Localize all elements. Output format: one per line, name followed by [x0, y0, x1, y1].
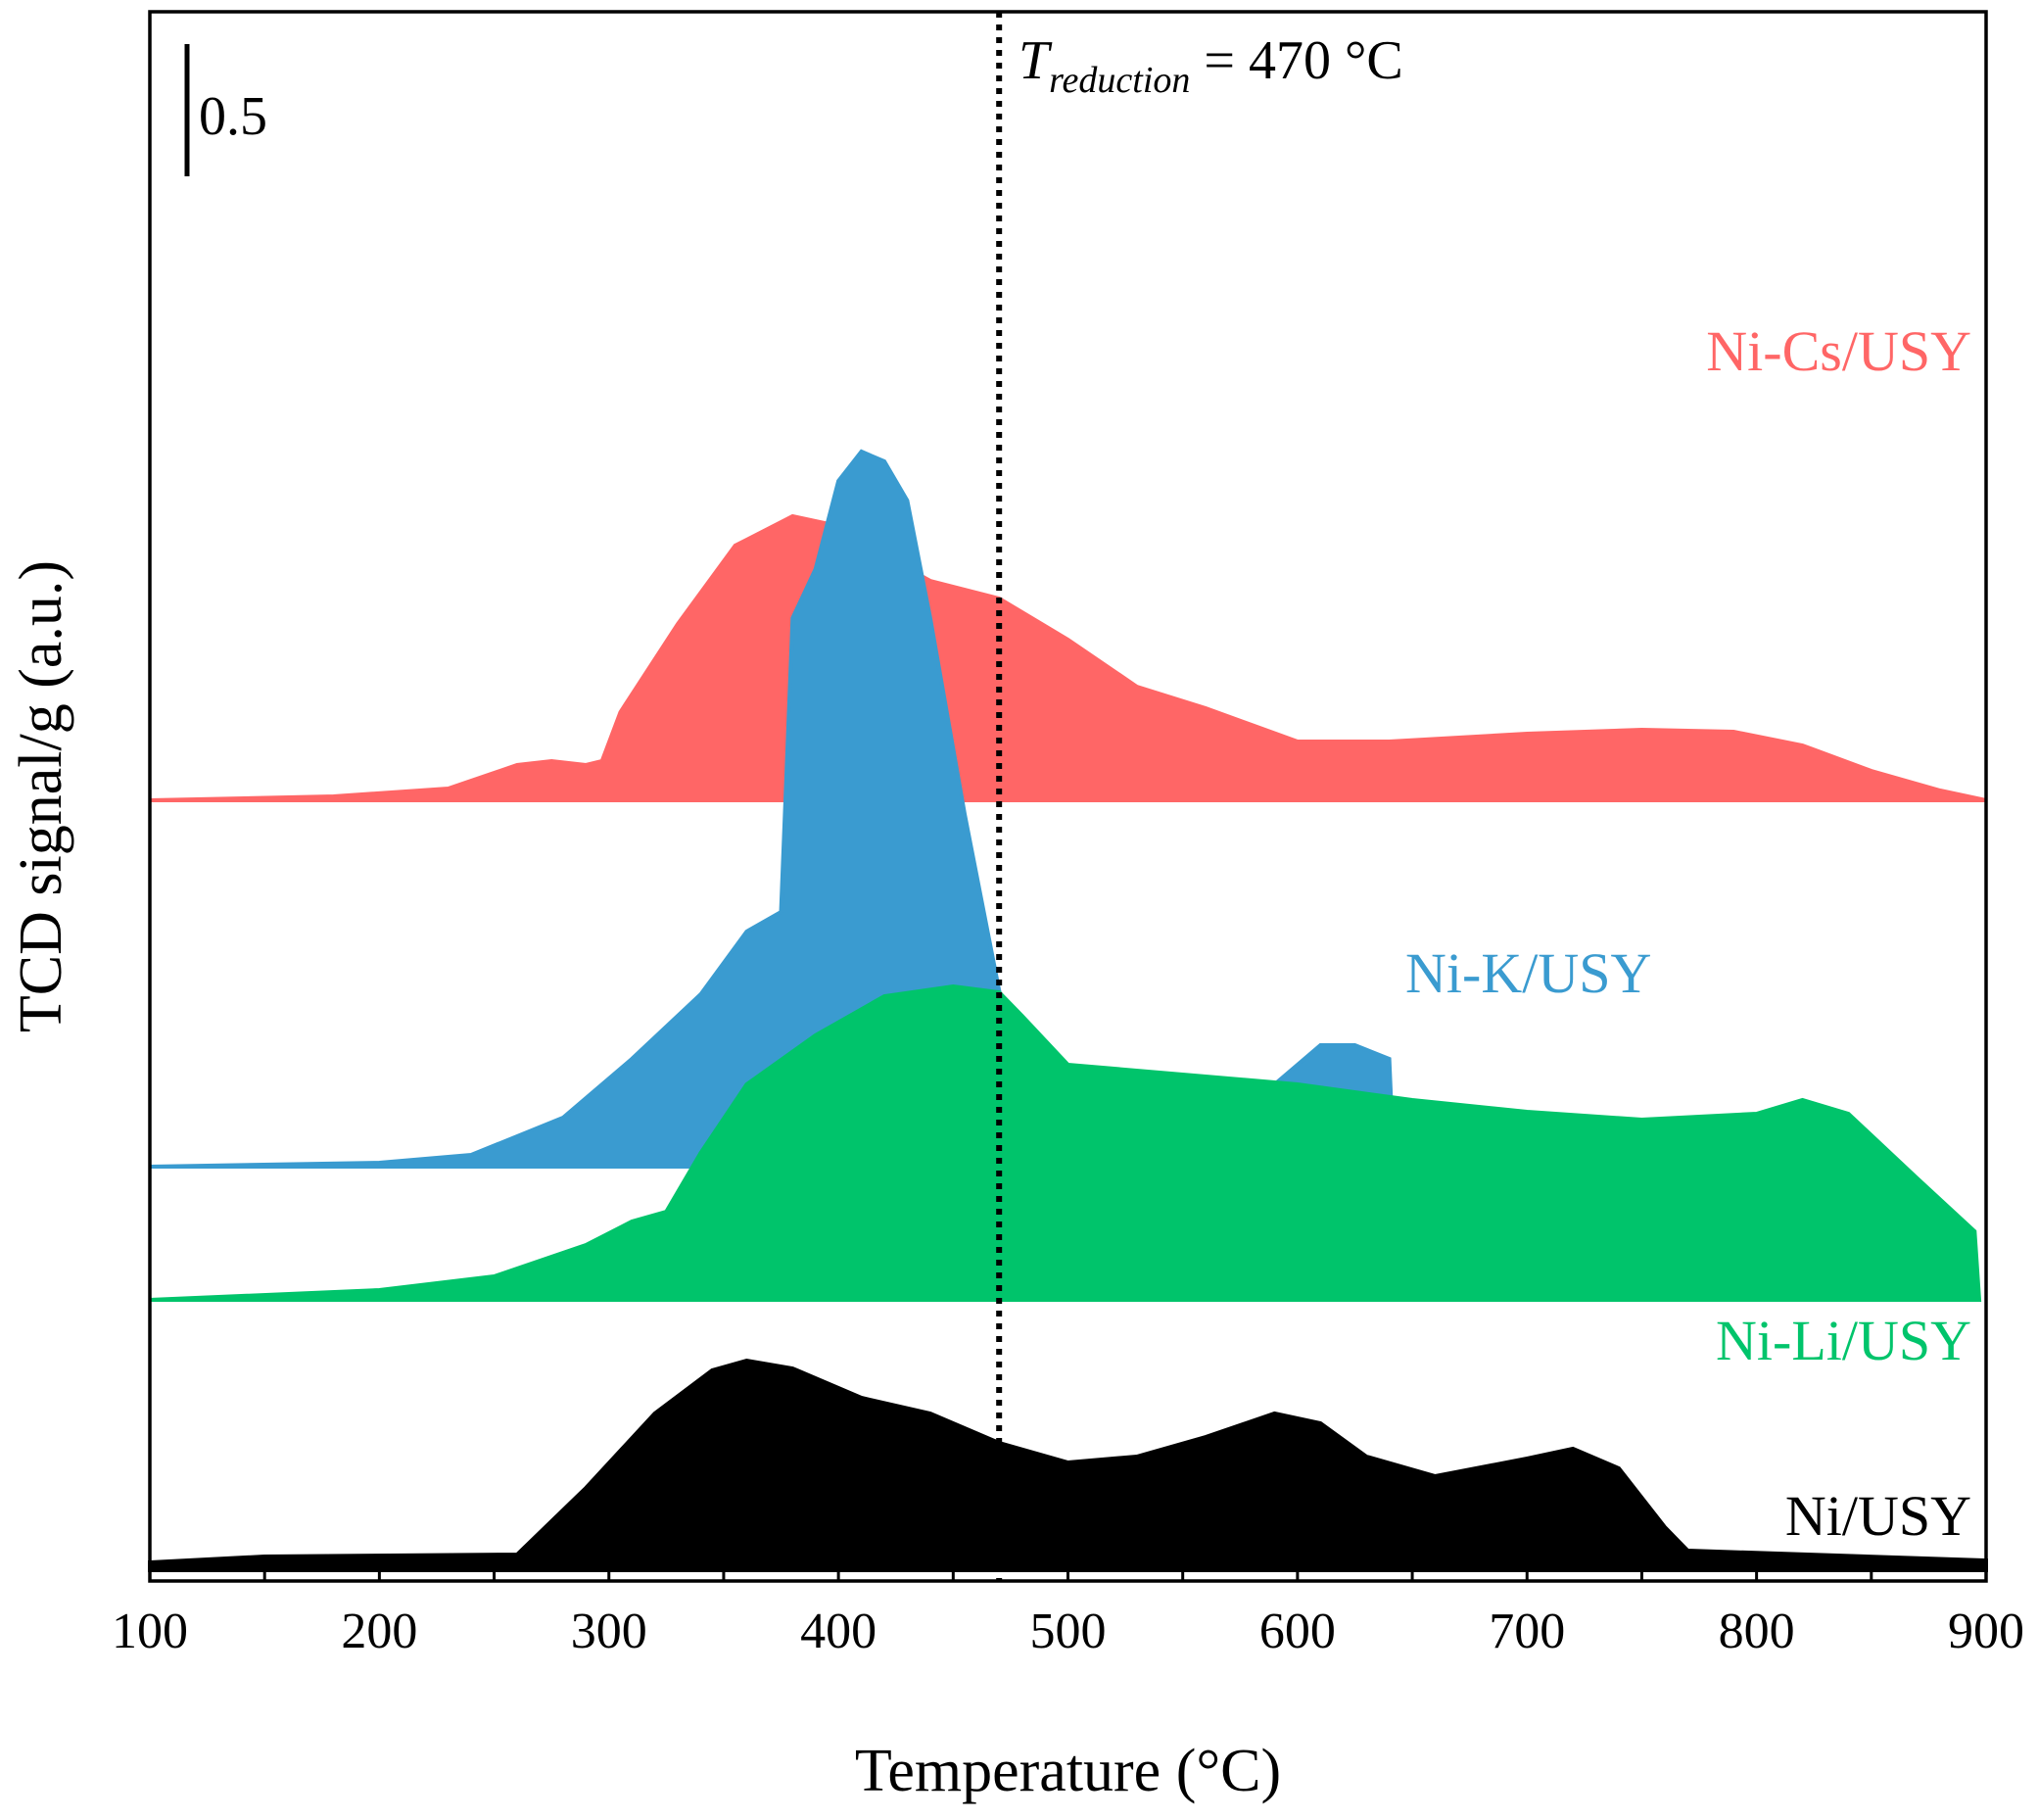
series-label-ni-li-usy: Ni-Li/USY: [1716, 1309, 1971, 1372]
x-tick-label: 700: [1489, 1604, 1565, 1659]
series-area-ni-li-usy: [149, 983, 1982, 1302]
annotation-subscript: reduction: [1049, 60, 1190, 101]
x-tick-label: 300: [571, 1604, 647, 1659]
x-axis-title: Temperature (°C): [855, 1738, 1281, 1804]
series-areas: [148, 449, 1988, 1572]
reduction-temperature-annotation: Treduction = 470 °C: [1019, 30, 1403, 101]
x-tick-label: 100: [112, 1604, 188, 1659]
series-labels: Ni-Cs/USY Ni-K/USY Ni-Li/USY Ni/USY: [1405, 319, 1971, 1548]
series-label-ni-usy: Ni/USY: [1785, 1484, 1971, 1548]
x-axis-tick-labels: 100 200 300 400 500 600 700 800 900: [112, 1604, 2024, 1659]
annotation-value: = 470 °C: [1190, 30, 1402, 91]
x-tick-label: 200: [341, 1604, 417, 1659]
series-area-ni-usy: [148, 1358, 1988, 1572]
x-tick-label: 900: [1948, 1604, 2024, 1659]
x-axis-ticks: [148, 1563, 1988, 1581]
x-tick-label: 600: [1259, 1604, 1336, 1659]
scale-bar-label: 0.5: [199, 86, 267, 147]
series-label-ni-k-usy: Ni-K/USY: [1405, 941, 1651, 1005]
x-tick-label: 500: [1030, 1604, 1107, 1659]
annotation-main: T: [1019, 30, 1053, 91]
x-tick-label: 400: [800, 1604, 877, 1659]
x-tick-label: 800: [1719, 1604, 1795, 1659]
y-axis-title: TCD signal/g (a.u.): [8, 560, 74, 1032]
series-label-ni-cs-usy: Ni-Cs/USY: [1706, 319, 1971, 383]
series-area-ni-cs-usy: [149, 513, 1987, 802]
